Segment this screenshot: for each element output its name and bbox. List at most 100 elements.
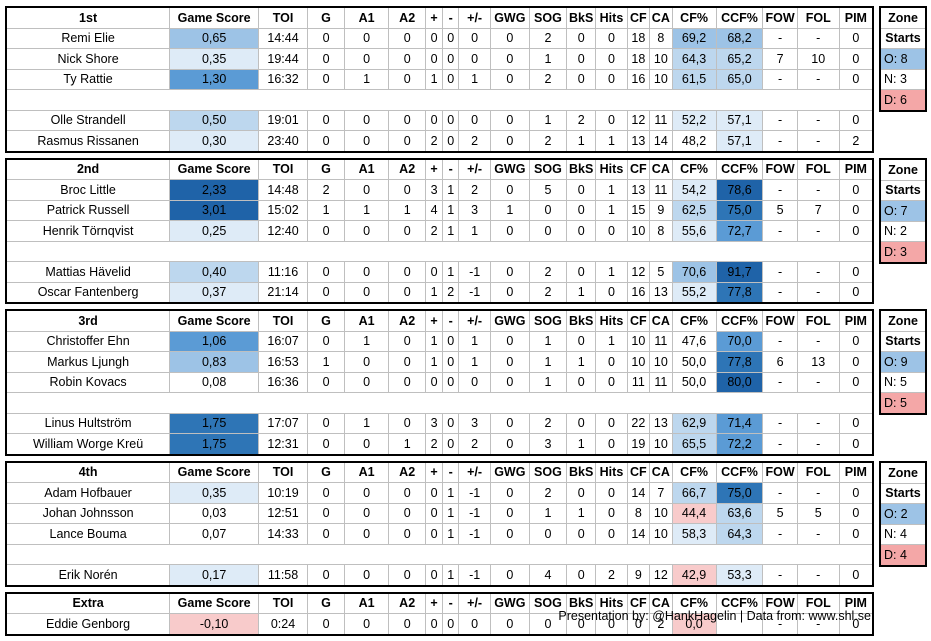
stat-plus: 0 <box>426 110 443 130</box>
stat-toi: 16:07 <box>259 331 308 351</box>
stat-gwg: 0 <box>491 413 530 433</box>
line-block: 1st Game Score TOI G A1 A2 + - +/- GWG SOG BkS Hits C… <box>5 6 874 153</box>
player-row: Adam Hofbauer 0,35 10:19 0 0 0 0 1 -1 0 2 0 0 14 7 66,7… <box>7 483 872 504</box>
stat-fow: 6 <box>763 352 798 372</box>
stat-fol: - <box>798 614 840 634</box>
stat-a1: 0 <box>345 483 390 503</box>
stat-bks: 0 <box>567 413 597 433</box>
stat-hits: 1 <box>596 331 628 351</box>
stat-cfp: 55,2 <box>672 282 717 302</box>
line-title: 4th <box>7 462 171 482</box>
stat-fol: - <box>798 262 840 282</box>
stat-gs: 1,75 <box>170 413 260 433</box>
stat-sog: 1 <box>530 49 567 69</box>
col-header-sog: SOG <box>530 159 567 179</box>
stat-minus: 1 <box>443 503 460 523</box>
col-header-plus: + <box>426 593 443 613</box>
stat-gs: 0,08 <box>170 372 260 392</box>
stat-ca: 10 <box>650 69 673 89</box>
stat-cfp: 50,0 <box>672 372 717 392</box>
stat-a1: 0 <box>345 49 390 69</box>
zone-title: Zone <box>881 311 925 332</box>
stat-g: 1 <box>308 352 346 372</box>
stat-plus: 1 <box>426 69 443 89</box>
stat-a2: 0 <box>389 614 427 634</box>
stat-minus: 1 <box>443 565 460 585</box>
stat-a1: 0 <box>345 110 390 130</box>
stat-fol: - <box>798 524 840 544</box>
stat-toi: 14:44 <box>259 28 308 48</box>
stat-fow: 5 <box>763 200 798 220</box>
stat-sog: 4 <box>530 565 567 585</box>
stat-ca: 5 <box>650 262 673 282</box>
stat-plus: 1 <box>426 282 443 302</box>
stat-gwg: 1 <box>491 200 530 220</box>
stat-g: 1 <box>308 200 346 220</box>
stat-bks: 0 <box>567 49 597 69</box>
col-header-a2: A2 <box>389 8 427 28</box>
stat-gwg: 0 <box>491 49 530 69</box>
col-header-hits: Hits <box>596 462 628 482</box>
stat-toi: 21:14 <box>259 282 308 302</box>
stat-cf: 10 <box>628 331 651 351</box>
stat-pm: 0 <box>459 614 491 634</box>
stat-pm: 0 <box>459 28 491 48</box>
stat-a2: 0 <box>389 69 427 89</box>
col-header-a2: A2 <box>389 311 427 331</box>
stat-cf: 10 <box>628 352 651 372</box>
stat-a2: 0 <box>389 524 427 544</box>
col-header-minus: - <box>443 462 460 482</box>
stat-bks: 0 <box>567 372 597 392</box>
stat-ca: 11 <box>650 180 673 200</box>
spacer-row <box>7 242 872 262</box>
col-header-a2: A2 <box>389 159 427 179</box>
col-header-gs: Game Score <box>170 159 260 179</box>
stat-cfp: 48,2 <box>672 131 717 151</box>
stat-minus: 0 <box>443 434 460 454</box>
col-header-ca: CA <box>650 462 673 482</box>
col-header-cfp: CF% <box>673 8 717 28</box>
stat-gwg: 0 <box>491 524 530 544</box>
col-header-gs: Game Score <box>170 311 260 331</box>
col-header-g: G <box>308 462 346 482</box>
stat-gs: 3,01 <box>170 200 260 220</box>
stat-bks: 1 <box>567 282 597 302</box>
stat-gwg: 0 <box>491 69 530 89</box>
stat-minus: 1 <box>443 483 460 503</box>
col-header-pim: PIM <box>844 596 867 611</box>
stat-fow: - <box>763 221 798 241</box>
zone-neutral: N: 5 <box>881 372 925 393</box>
col-header-sog: SOG <box>530 311 567 331</box>
stat-gs: 0,65 <box>170 28 260 48</box>
stat-pim: 0 <box>852 354 860 369</box>
col-header-plus: + <box>426 159 443 179</box>
col-header-cf: CF <box>628 311 651 331</box>
stat-minus: 0 <box>443 331 460 351</box>
col-header-ccfp: CCF% <box>717 311 764 331</box>
stat-fol: - <box>798 180 840 200</box>
stat-pim: 0 <box>852 72 860 87</box>
player-row: Olle Strandell 0,50 19:01 0 0 0 0 0 0 0 1 2 0 12 11 52,… <box>7 110 872 131</box>
col-header-ca: CA <box>650 593 673 613</box>
stat-pm: 3 <box>459 200 491 220</box>
stat-gs: 0,37 <box>170 282 260 302</box>
stat-g: 0 <box>308 331 346 351</box>
stat-gs: 2,33 <box>170 180 260 200</box>
stat-gwg: 0 <box>491 28 530 48</box>
stat-minus: 1 <box>443 180 460 200</box>
stat-bks: 0 <box>567 262 597 282</box>
stat-g: 0 <box>308 524 346 544</box>
stat-a1: 0 <box>345 503 390 523</box>
stat-pm: -1 <box>459 524 491 544</box>
stat-cfp: 61,5 <box>672 69 717 89</box>
stat-g: 0 <box>308 282 346 302</box>
stat-ca: 11 <box>650 331 673 351</box>
col-header-toi: TOI <box>259 311 308 331</box>
stat-cf: 9 <box>628 565 651 585</box>
stat-ccfp: 68,2 <box>716 28 764 48</box>
stat-minus: 0 <box>443 110 460 130</box>
col-header-pm: +/- <box>459 462 491 482</box>
stat-gwg: 0 <box>491 110 530 130</box>
zone-starts-box: Zone Starts O: 7 N: 2 D: 3 <box>879 158 927 264</box>
zone-neutral: N: 2 <box>881 221 925 242</box>
